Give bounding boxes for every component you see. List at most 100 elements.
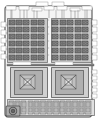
Bar [31, 41, 37, 46]
Bar [51, 67, 88, 97]
Bar [22, 102, 26, 107]
Bar [17, 21, 19, 22]
Bar [60, 27, 66, 32]
Bar [24, 36, 26, 38]
Bar [61, 35, 63, 36]
Bar [32, 36, 34, 38]
Bar [10, 27, 11, 29]
Bar [53, 101, 59, 114]
Bar [32, 30, 34, 31]
Bar [17, 35, 19, 36]
Bar [92, 20, 97, 25]
Bar [92, 34, 97, 39]
Bar [54, 30, 55, 31]
Bar [32, 51, 34, 52]
Bar [9, 108, 13, 111]
Bar [31, 19, 37, 25]
Bar [60, 102, 64, 107]
Bar [71, 35, 73, 36]
Bar [76, 55, 78, 57]
Bar [64, 35, 65, 36]
Bar [17, 42, 19, 43]
Bar [64, 36, 65, 38]
Bar [53, 27, 59, 32]
Bar [61, 55, 63, 57]
Bar [10, 23, 11, 24]
Bar [24, 23, 26, 24]
Bar [76, 57, 78, 59]
Bar [92, 41, 97, 46]
Bar [92, 94, 97, 98]
Bar [83, 48, 85, 50]
Bar [34, 23, 36, 24]
Bar [86, 108, 90, 111]
Bar [71, 44, 73, 45]
Bar [61, 21, 63, 22]
Bar [7, 99, 94, 115]
Bar [27, 35, 29, 36]
Bar [24, 48, 26, 50]
Bar [19, 6, 29, 10]
Bar [64, 55, 65, 57]
Bar [16, 27, 22, 32]
Bar [1, 30, 6, 35]
Bar [92, 88, 97, 92]
Bar [24, 51, 26, 52]
Bar [39, 51, 41, 52]
Bar [75, 27, 81, 32]
Bar [68, 19, 74, 25]
Bar [24, 27, 29, 32]
Bar [54, 108, 58, 111]
Bar [32, 35, 34, 36]
Bar [42, 30, 44, 31]
Bar [27, 27, 29, 29]
Bar [56, 35, 58, 36]
Bar [10, 44, 11, 45]
Bar [83, 41, 88, 46]
Bar [54, 48, 55, 50]
Bar [70, 8, 80, 11]
Bar [34, 21, 36, 22]
Bar [53, 54, 59, 60]
Bar [24, 30, 26, 31]
Bar [61, 57, 63, 59]
Bar [66, 101, 71, 114]
Bar [12, 21, 14, 22]
Bar [64, 27, 65, 29]
Bar [34, 101, 39, 114]
Bar [12, 57, 14, 59]
Bar [64, 21, 65, 22]
Bar [9, 33, 15, 39]
Bar [9, 48, 15, 53]
Bar [69, 35, 70, 36]
Bar [34, 57, 36, 59]
Bar [7, 64, 94, 66]
Bar [76, 35, 78, 36]
Bar [86, 102, 90, 107]
Bar [78, 44, 80, 45]
Bar [76, 51, 78, 52]
Bar [86, 44, 88, 45]
Bar [9, 54, 15, 60]
Bar [42, 48, 44, 50]
Bar [56, 23, 58, 24]
Bar [9, 19, 15, 25]
Bar [60, 48, 66, 53]
Bar [54, 36, 55, 38]
Bar [32, 21, 34, 22]
Bar [20, 21, 21, 22]
Bar [39, 41, 44, 46]
Bar [10, 30, 11, 31]
Bar [39, 55, 41, 57]
Bar [24, 33, 29, 39]
Bar [39, 27, 41, 29]
Bar [1, 38, 6, 43]
Bar [68, 33, 74, 39]
Bar [71, 23, 73, 24]
Bar [44, 6, 54, 10]
Circle shape [9, 107, 17, 115]
Bar [6, 6, 16, 10]
Bar [64, 42, 65, 43]
Bar [28, 101, 33, 114]
Bar [83, 51, 85, 52]
